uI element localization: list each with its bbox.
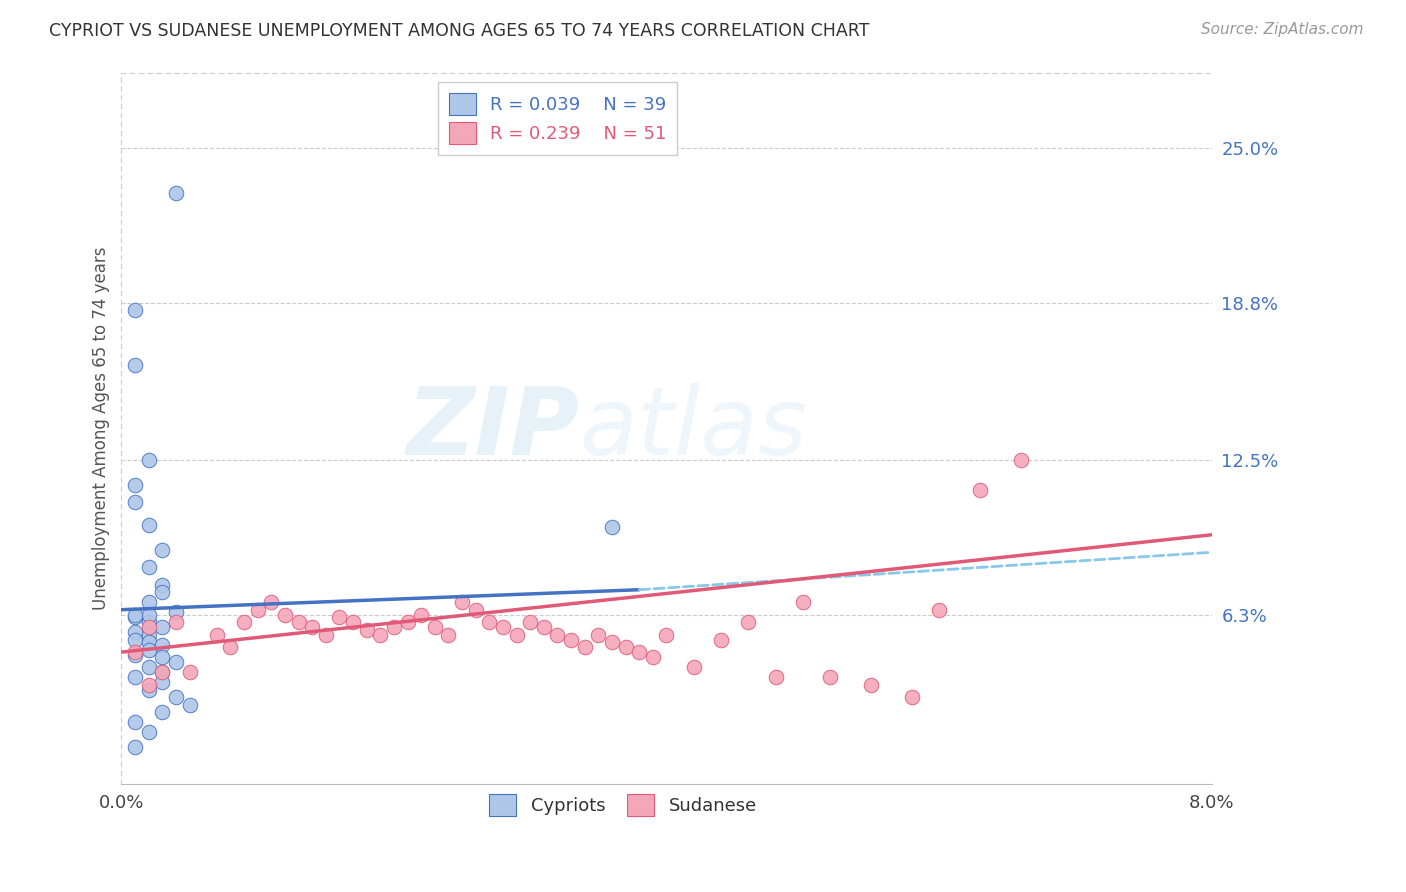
Text: ZIP: ZIP: [406, 383, 579, 475]
Point: [124, 645, 146, 659]
Point: [382, 620, 405, 634]
Point: [792, 595, 814, 609]
Point: [219, 640, 242, 654]
Point: [423, 620, 446, 634]
Point: [138, 620, 160, 634]
Point: [124, 632, 146, 647]
Point: [124, 739, 146, 754]
Point: [600, 520, 623, 534]
Point: [301, 620, 323, 634]
Text: atlas: atlas: [579, 384, 807, 475]
Point: [437, 627, 460, 641]
Point: [124, 478, 146, 492]
Point: [138, 682, 160, 697]
Point: [138, 725, 160, 739]
Point: [411, 607, 433, 622]
Point: [533, 620, 555, 634]
Point: [138, 627, 160, 641]
Point: [588, 627, 610, 641]
Point: [274, 607, 297, 622]
Point: [655, 627, 678, 641]
Point: [138, 635, 160, 649]
Point: [260, 595, 283, 609]
Point: [165, 690, 187, 704]
Point: [205, 627, 228, 641]
Point: [710, 632, 733, 647]
Point: [150, 638, 173, 652]
Point: [138, 642, 160, 657]
Point: [233, 615, 256, 629]
Text: Source: ZipAtlas.com: Source: ZipAtlas.com: [1201, 22, 1364, 37]
Point: [138, 677, 160, 691]
Point: [451, 595, 474, 609]
Point: [150, 585, 173, 599]
Point: [150, 650, 173, 665]
Point: [138, 595, 160, 609]
Point: [287, 615, 309, 629]
Point: [342, 615, 364, 629]
Point: [737, 615, 759, 629]
Point: [124, 648, 146, 662]
Point: [138, 660, 160, 674]
Point: [150, 542, 173, 557]
Point: [165, 655, 187, 669]
Point: [574, 640, 596, 654]
Point: [560, 632, 582, 647]
Legend: Cypriots, Sudanese: Cypriots, Sudanese: [479, 785, 766, 825]
Point: [138, 560, 160, 574]
Point: [356, 623, 378, 637]
Point: [765, 670, 787, 684]
Point: [505, 627, 527, 641]
Point: [859, 677, 882, 691]
Point: [124, 358, 146, 372]
Point: [641, 650, 664, 665]
Point: [138, 615, 160, 629]
Point: [246, 603, 269, 617]
Point: [900, 690, 922, 704]
Point: [124, 303, 146, 318]
Point: [124, 714, 146, 729]
Point: [138, 607, 160, 622]
Point: [328, 610, 350, 624]
Point: [165, 615, 187, 629]
Point: [150, 665, 173, 679]
Point: [150, 675, 173, 690]
Point: [1010, 453, 1032, 467]
Point: [614, 640, 637, 654]
Point: [315, 627, 337, 641]
Point: [179, 698, 201, 712]
Point: [150, 665, 173, 679]
Point: [150, 578, 173, 592]
Point: [150, 705, 173, 719]
Point: [124, 670, 146, 684]
Point: [464, 603, 486, 617]
Point: [150, 620, 173, 634]
Point: [165, 605, 187, 619]
Point: [165, 186, 187, 200]
Point: [547, 627, 569, 641]
Point: [928, 603, 950, 617]
Point: [818, 670, 841, 684]
Point: [138, 453, 160, 467]
Point: [124, 610, 146, 624]
Point: [492, 620, 515, 634]
Point: [179, 665, 201, 679]
Point: [519, 615, 541, 629]
Point: [969, 483, 991, 497]
Point: [370, 627, 392, 641]
Point: [124, 495, 146, 509]
Point: [124, 625, 146, 640]
Y-axis label: Unemployment Among Ages 65 to 74 years: Unemployment Among Ages 65 to 74 years: [93, 247, 110, 610]
Point: [682, 660, 704, 674]
Point: [600, 635, 623, 649]
Point: [396, 615, 419, 629]
Point: [138, 517, 160, 532]
Text: CYPRIOT VS SUDANESE UNEMPLOYMENT AMONG AGES 65 TO 74 YEARS CORRELATION CHART: CYPRIOT VS SUDANESE UNEMPLOYMENT AMONG A…: [49, 22, 869, 40]
Point: [124, 607, 146, 622]
Point: [478, 615, 501, 629]
Point: [628, 645, 651, 659]
